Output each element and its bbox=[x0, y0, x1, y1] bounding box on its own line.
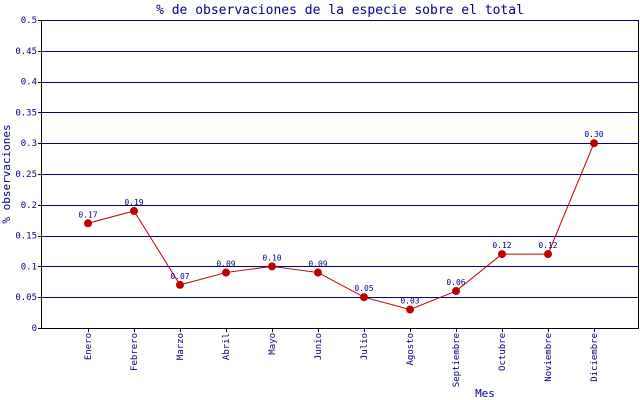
x-tick-label: Enero bbox=[84, 333, 94, 360]
y-tick-label: 0.2 bbox=[21, 201, 37, 211]
x-tick-label: Junio bbox=[314, 333, 324, 360]
data-label: 0.30 bbox=[584, 130, 603, 139]
y-tick-label: 0.05 bbox=[15, 293, 37, 303]
data-point bbox=[360, 293, 368, 302]
data-point bbox=[406, 305, 414, 314]
data-label: 0.09 bbox=[308, 260, 327, 269]
y-axis-ticks: 0 0.05 0.1 0.15 0.2 0.25 0.3 0.35 0.4 0.45 0.5 bbox=[15, 16, 41, 334]
data-point bbox=[498, 250, 506, 259]
y-tick-label: 0.1 bbox=[21, 262, 37, 272]
y-axis-label: % observaciones bbox=[0, 124, 13, 223]
x-tick-label: Febrero bbox=[130, 333, 140, 371]
data-point bbox=[130, 206, 138, 215]
data-point bbox=[222, 268, 230, 277]
data-point bbox=[590, 139, 598, 148]
data-label: 0.07 bbox=[170, 272, 189, 281]
y-tick-label: 0.3 bbox=[21, 139, 37, 149]
data-point bbox=[314, 268, 322, 277]
data-label: 0.03 bbox=[400, 297, 419, 306]
axes bbox=[41, 20, 639, 329]
x-tick-label: Octubre bbox=[498, 333, 508, 371]
data-label: 0.09 bbox=[216, 260, 235, 269]
x-tick-label: Julio bbox=[360, 333, 370, 360]
data-label: 0.17 bbox=[78, 210, 97, 219]
y-tick-label: 0.5 bbox=[21, 16, 37, 26]
chart-title: % de observaciones de la especie sobre e… bbox=[156, 3, 524, 18]
data-point bbox=[268, 262, 276, 271]
x-tick-label: Abril bbox=[222, 333, 232, 360]
data-label: 0.12 bbox=[538, 241, 557, 250]
data-points bbox=[84, 139, 598, 314]
x-tick-label: Marzo bbox=[176, 333, 186, 360]
data-point bbox=[452, 287, 460, 296]
x-tick-label: Agosto bbox=[406, 333, 416, 366]
x-tick-label: Diciembre bbox=[590, 333, 600, 382]
data-label: 0.05 bbox=[354, 284, 373, 293]
x-tick-label: Mayo bbox=[268, 333, 278, 355]
data-label: 0.10 bbox=[262, 253, 281, 262]
y-tick-label: 0.45 bbox=[15, 47, 37, 57]
y-tick-label: 0.15 bbox=[15, 232, 37, 242]
grid-lines bbox=[41, 20, 639, 298]
data-point bbox=[84, 219, 92, 228]
x-axis-label: Mes bbox=[475, 387, 495, 400]
x-axis-ticks: Enero Febrero Marzo Abril Mayo Junio Julio Agos… bbox=[84, 328, 600, 387]
data-label: 0.06 bbox=[446, 278, 465, 287]
y-tick-label: 0 bbox=[32, 324, 37, 334]
x-tick-label: Septiembre bbox=[452, 333, 462, 387]
data-labels: 0.17 0.19 0.07 0.09 0.10 0.09 0.05 0.03 0.06 0.12… bbox=[78, 130, 603, 305]
y-tick-label: 0.35 bbox=[15, 108, 37, 118]
data-point bbox=[544, 250, 552, 259]
series-line bbox=[87, 143, 595, 311]
y-tick-label: 0.4 bbox=[21, 78, 37, 88]
data-label: 0.19 bbox=[124, 198, 143, 207]
y-tick-label: 0.25 bbox=[15, 170, 37, 180]
x-tick-label: Noviembre bbox=[544, 333, 554, 382]
series-line-group bbox=[87, 143, 595, 311]
data-point bbox=[176, 280, 184, 289]
data-label: 0.12 bbox=[492, 241, 511, 250]
